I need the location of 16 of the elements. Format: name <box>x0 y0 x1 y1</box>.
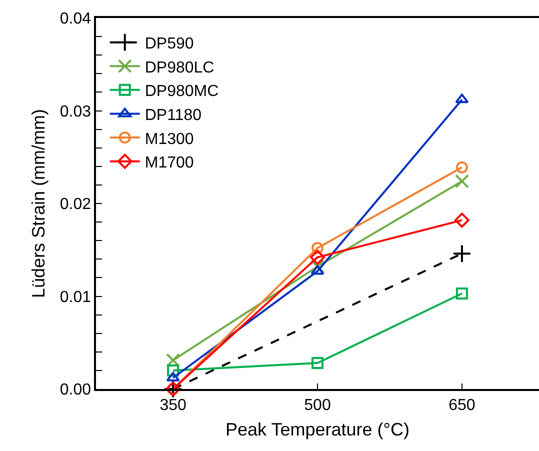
legend-label: DP980MC <box>144 83 219 100</box>
y-tick-label: 0.03 <box>60 103 92 120</box>
y-tick-label: 0.04 <box>60 10 92 28</box>
legend-label: DP590 <box>144 36 194 53</box>
legend-label: DP1180 <box>144 106 202 124</box>
x-tick-label: 350 <box>160 396 186 414</box>
legend-label: DP980LC <box>144 59 214 76</box>
y-tick-label: 0.02 <box>60 196 92 214</box>
legend-label: M1300 <box>144 130 194 148</box>
x-tick-label: 650 <box>448 396 476 414</box>
y-axis-title: Lüders Strain (mm/mm) <box>28 108 49 298</box>
legend-label: M1700 <box>144 154 194 172</box>
x-tick-label: 500 <box>304 396 331 414</box>
x-axis-title: Peak Temperature (°C) <box>226 420 410 440</box>
y-tick-label: 0.00 <box>60 382 92 399</box>
y-tick-label: 0.01 <box>60 288 92 306</box>
